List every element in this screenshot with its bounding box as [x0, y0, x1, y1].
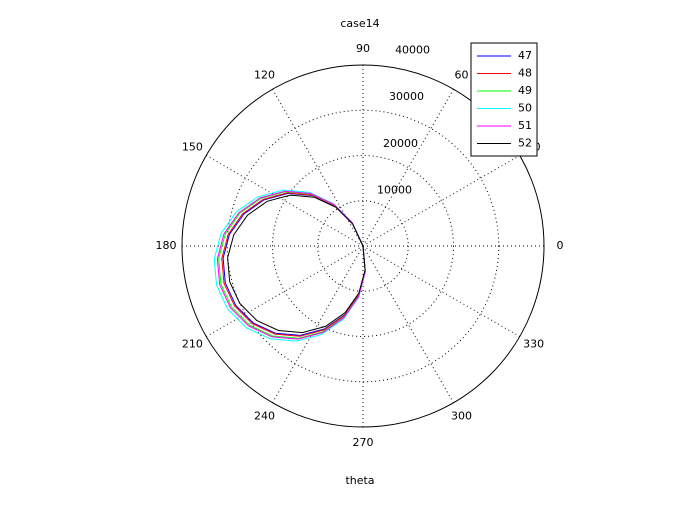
theta-tick-label: 210: [182, 338, 203, 351]
chart-title: case14: [340, 17, 379, 30]
legend-label: 48: [518, 67, 532, 80]
series-line: [227, 194, 366, 334]
theta-tick-label: 270: [353, 436, 374, 449]
series-line: [216, 190, 366, 340]
series-line: [213, 189, 366, 342]
x-axis-label: theta: [345, 474, 374, 487]
legend-label: 50: [518, 102, 532, 115]
theta-tick-label: 240: [254, 410, 275, 423]
theta-tick-label: 180: [156, 239, 177, 252]
r-tick-label: 30000: [389, 90, 424, 103]
theta-tick-label: 60: [455, 68, 469, 81]
legend-label: 52: [518, 137, 532, 150]
legend-label: 49: [518, 84, 532, 97]
theta-tick-label: 0: [557, 239, 564, 252]
outer-ring: [181, 64, 545, 428]
grid-ring: [272, 155, 454, 337]
theta-tick-label: 90: [356, 42, 370, 55]
grid-ring: [317, 200, 409, 292]
theta-tick-label: 150: [182, 141, 203, 154]
r-tick-label: 40000: [395, 44, 430, 57]
legend-box: [470, 42, 538, 157]
grid-ring: [226, 109, 500, 383]
r-tick-label: 20000: [383, 137, 418, 150]
theta-tick-label: 300: [451, 410, 472, 423]
theta-tick-label: 120: [254, 68, 275, 81]
legend-label: 51: [518, 119, 532, 132]
series-line: [221, 192, 366, 337]
legend-label: 47: [518, 49, 532, 62]
r-tick-label: 10000: [377, 183, 412, 196]
theta-tick-label: 330: [523, 338, 544, 351]
